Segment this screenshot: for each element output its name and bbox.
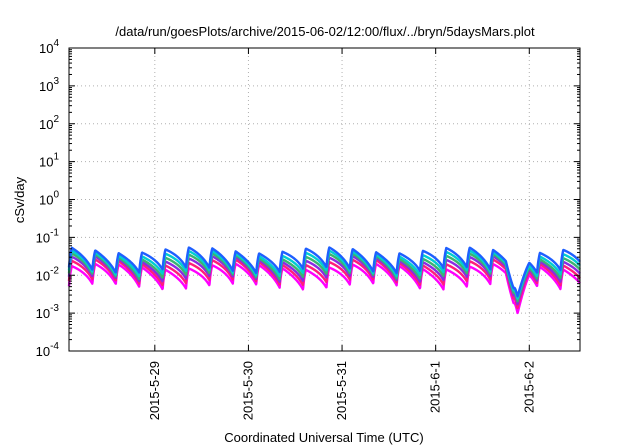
chart-title: /data/run/goesPlots/archive/2015-06-02/1…: [115, 24, 535, 39]
y-tick-label: 10-1: [36, 227, 60, 245]
x-tick-label: 2015-5-30: [240, 361, 255, 420]
x-axis-label: Coordinated Universal Time (UTC): [224, 430, 423, 445]
y-tick-label: 10-2: [36, 265, 60, 283]
y-tick-label: 103: [39, 76, 59, 94]
y-tick-label: 10-4: [36, 341, 60, 359]
series-line-2: [67, 258, 581, 310]
x-tick-label: 2015-5-31: [334, 361, 349, 420]
series-line-6: [67, 246, 581, 298]
y-axis: 104 103 102 101 100 10-1 10-2 10-3 10-4: [36, 38, 580, 359]
x-axis: 2015-5-29 2015-5-30 2015-5-31 2015-6-1 2015-…: [147, 48, 536, 420]
x-tick-label: 2015-6-1: [428, 361, 443, 413]
x-tick-label: 2015-5-29: [147, 361, 162, 420]
series-line-4: [67, 252, 581, 303]
series-line-1: [67, 262, 581, 315]
grid: [69, 48, 580, 351]
series-line-5: [67, 249, 581, 300]
series-line-3: [67, 255, 581, 306]
y-tick-label: 101: [39, 152, 59, 170]
y-axis-label: cSv/day: [12, 176, 27, 223]
y-tick-label: 104: [39, 38, 59, 56]
y-tick-label: 100: [39, 190, 59, 208]
y-tick-label: 10-3: [36, 303, 60, 321]
y-tick-label: 102: [39, 114, 59, 132]
x-tick-label: 2015-6-2: [521, 361, 536, 413]
series-layer: [67, 246, 581, 315]
